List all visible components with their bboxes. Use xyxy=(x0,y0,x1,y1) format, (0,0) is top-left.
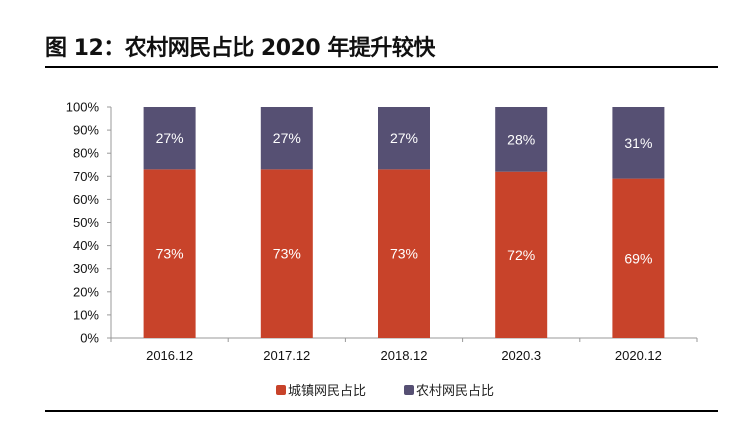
y-tick-label: 50% xyxy=(73,215,99,230)
x-tick-label: 2020.3 xyxy=(501,348,541,363)
bar-segment xyxy=(612,178,665,338)
y-tick-label: 90% xyxy=(73,123,99,138)
data-label: 27% xyxy=(273,130,301,146)
data-label: 28% xyxy=(507,131,535,147)
y-tick-label: 40% xyxy=(73,238,99,253)
x-tick-label: 2017.12 xyxy=(263,348,310,363)
bar-segment xyxy=(260,169,313,338)
title-divider xyxy=(45,66,718,68)
data-label: 69% xyxy=(624,250,652,266)
y-tick-label: 70% xyxy=(73,169,99,184)
legend-label: 城镇网民占比 xyxy=(288,384,366,399)
data-label: 73% xyxy=(156,246,184,262)
bar-segment xyxy=(378,169,430,338)
bar-segment xyxy=(495,171,548,338)
x-tick-label: 2016.12 xyxy=(146,348,193,363)
data-label: 72% xyxy=(507,247,535,263)
y-tick-label: 10% xyxy=(73,307,99,322)
data-label: 31% xyxy=(624,135,652,151)
data-label: 27% xyxy=(390,130,418,146)
legend-swatch xyxy=(276,385,286,395)
data-label: 27% xyxy=(156,130,184,146)
bar-segment xyxy=(612,107,665,179)
x-tick-label: 2018.12 xyxy=(381,348,428,363)
y-tick-label: 20% xyxy=(73,284,99,299)
legend-label: 农村网民占比 xyxy=(416,384,494,399)
y-tick-label: 80% xyxy=(73,146,99,161)
figure-title: 图 12：农村网民占比 2020 年提升较快 xyxy=(45,36,435,61)
data-label: 73% xyxy=(390,246,418,262)
y-tick-label: 30% xyxy=(73,261,99,276)
bar-segment xyxy=(260,107,313,170)
x-tick-label: 2020.12 xyxy=(615,348,662,363)
bar-segment xyxy=(143,107,196,170)
bar-segment xyxy=(143,169,196,338)
y-tick-label: 100% xyxy=(66,100,100,115)
data-label: 73% xyxy=(273,246,301,262)
legend-swatch xyxy=(404,385,414,395)
y-tick-label: 60% xyxy=(73,192,99,207)
bottom-divider xyxy=(45,410,718,412)
y-tick-label: 0% xyxy=(80,331,99,346)
bar-segment xyxy=(495,107,548,172)
bar-segment xyxy=(378,107,430,170)
